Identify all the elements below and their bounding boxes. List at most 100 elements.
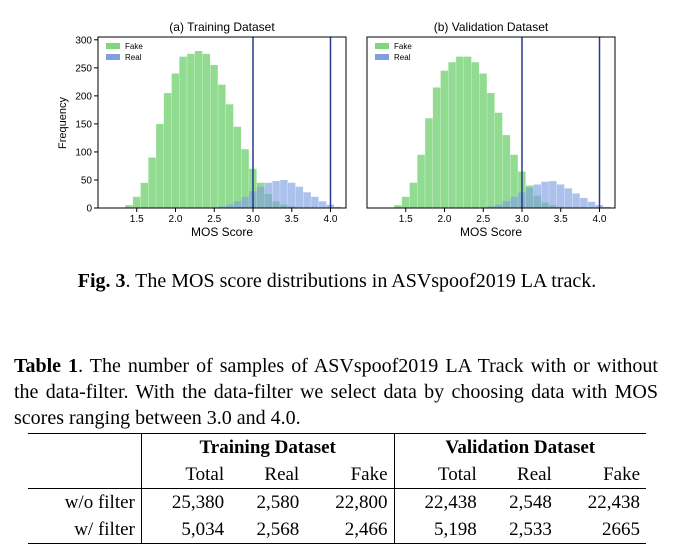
histogram-bar-fake xyxy=(171,73,180,208)
x-tick-label: 2.5 xyxy=(476,214,490,225)
x-tick-label: 1.5 xyxy=(399,214,413,225)
histogram-bar-real xyxy=(549,181,557,208)
histogram-bar-real xyxy=(233,201,242,208)
histogram-bar-real xyxy=(311,196,319,208)
table-row-label: w/o filter xyxy=(28,488,142,516)
histogram-bar-fake xyxy=(440,70,449,208)
x-tick-label: 3.0 xyxy=(246,214,260,225)
table-empty-header-cell xyxy=(28,461,142,489)
table-corner-cell xyxy=(28,433,142,461)
histogram-bar-fake xyxy=(487,93,495,208)
table-row-label: w/ filter xyxy=(28,516,142,544)
table-cell: 2,548 xyxy=(482,488,558,516)
histogram-bar-real xyxy=(487,206,495,208)
histogram-bar-fake xyxy=(148,157,156,208)
y-tick-label: 0 xyxy=(86,204,92,215)
table-cell: 2,580 xyxy=(230,488,306,516)
histogram-bar-real xyxy=(580,197,588,208)
histogram-bar-fake xyxy=(140,182,149,208)
table-cell: 22,438 xyxy=(557,488,646,516)
histogram-bar-real xyxy=(572,193,580,208)
table-cell: 2,466 xyxy=(305,516,395,544)
table-cell: 5,198 xyxy=(394,516,483,544)
histogram-bar-real xyxy=(494,204,503,208)
table-group-header-row: Training Dataset Validation Dataset xyxy=(28,433,646,461)
plot-frame xyxy=(366,36,616,209)
table-row: w/o filter 25,380 2,580 22,800 22,438 2,… xyxy=(28,488,646,516)
histogram-bar-fake xyxy=(163,93,172,208)
table-cell: 25,380 xyxy=(141,488,231,516)
y-tick-label: 250 xyxy=(75,63,92,74)
figure-caption-text: . The MOS score distributions in ASVspoo… xyxy=(125,270,597,292)
histogram-bar-real xyxy=(564,188,573,208)
legend-label-fake: Fake xyxy=(394,42,412,51)
histogram-bar-fake xyxy=(494,112,503,208)
x-tick-label: 2.0 xyxy=(438,214,452,225)
legend-swatch-fake xyxy=(375,43,389,49)
histogram-bar-fake xyxy=(218,84,226,208)
table-column-header: Real xyxy=(517,463,552,485)
table-cell: 2,533 xyxy=(482,516,558,544)
histogram-bar-real xyxy=(218,206,226,208)
histogram-bar-fake xyxy=(502,135,511,208)
histogram-bar-real xyxy=(556,184,565,208)
legend-swatch-fake xyxy=(106,43,120,49)
histogram-bar-fake xyxy=(463,56,472,208)
histogram-bar-fake xyxy=(401,196,410,208)
table-column-header: Total xyxy=(185,463,225,485)
figure-caption-label: Fig. 3 xyxy=(77,270,126,292)
x-tick-label: 2.0 xyxy=(169,214,183,225)
histogram-bar-real xyxy=(334,206,342,208)
histogram-bar-real xyxy=(280,179,288,208)
y-tick-label: 150 xyxy=(75,119,92,130)
table-caption-label: Table 1 xyxy=(14,355,79,377)
histogram-bar-real xyxy=(502,201,511,208)
histogram-bar-fake xyxy=(202,53,211,208)
histogram-bar-real xyxy=(303,192,311,208)
table-cell: 22,438 xyxy=(394,488,483,516)
x-tick-label: 3.0 xyxy=(515,214,529,225)
legend-label-real: Real xyxy=(125,53,142,62)
histogram-figure: Frequency (a) Training Dataset 1.5 2.0 2.5 3.… xyxy=(57,20,616,239)
table-column-header: Real xyxy=(264,463,300,485)
x-tick-label: 3.5 xyxy=(285,214,299,225)
histogram-bar-fake xyxy=(448,62,456,208)
histogram-bar-fake xyxy=(187,53,195,208)
x-tick-label: 3.5 xyxy=(554,214,568,225)
table-cell: 2,568 xyxy=(230,516,306,544)
histogram-bar-real xyxy=(256,186,265,208)
histogram-bar-real xyxy=(533,184,542,208)
histogram-bar-real xyxy=(287,182,296,208)
histogram-bar-fake xyxy=(425,118,433,208)
histogram-bar-fake xyxy=(432,87,441,208)
table-cell: 2665 xyxy=(557,516,646,544)
x-tick-label: 1.5 xyxy=(130,214,144,225)
histogram-bar-fake xyxy=(132,196,141,208)
table-caption: Table 1. The number of samples of ASVspo… xyxy=(14,353,658,431)
histogram-bar-real xyxy=(525,187,534,208)
histogram-bar-fake xyxy=(194,51,203,209)
table-group-validation: Validation Dataset xyxy=(394,433,646,461)
histogram-bar-fake xyxy=(241,149,249,208)
histogram-bar-real xyxy=(295,186,304,208)
legend-swatch-real xyxy=(106,54,120,60)
histogram-bar-real xyxy=(241,196,249,208)
histogram-bar-fake xyxy=(417,154,425,208)
table-column-header-row: Total Real Fake Total Real Fake xyxy=(28,461,646,489)
table-group-training: Training Dataset xyxy=(141,433,395,461)
chart-title: (b) Validation Dataset xyxy=(434,20,549,34)
legend-label-real: Real xyxy=(394,53,411,62)
histogram-bar-real xyxy=(318,201,327,208)
histogram-bar-fake xyxy=(409,182,418,208)
chart-title: (a) Training Dataset xyxy=(169,20,275,34)
histogram-bar-fake xyxy=(179,56,187,208)
x-axis-label: MOS Score xyxy=(460,225,522,239)
legend-swatch-real xyxy=(375,54,389,60)
plot-frame xyxy=(97,36,347,209)
table-column-header: Fake xyxy=(305,461,395,489)
histogram-bar-real xyxy=(225,204,234,208)
table-caption-text: . The number of samples of ASVspoof2019 … xyxy=(14,355,658,429)
histogram-bar-fake xyxy=(225,104,234,208)
histogram-bar-real xyxy=(541,181,549,208)
legend-label-fake: Fake xyxy=(125,42,143,51)
